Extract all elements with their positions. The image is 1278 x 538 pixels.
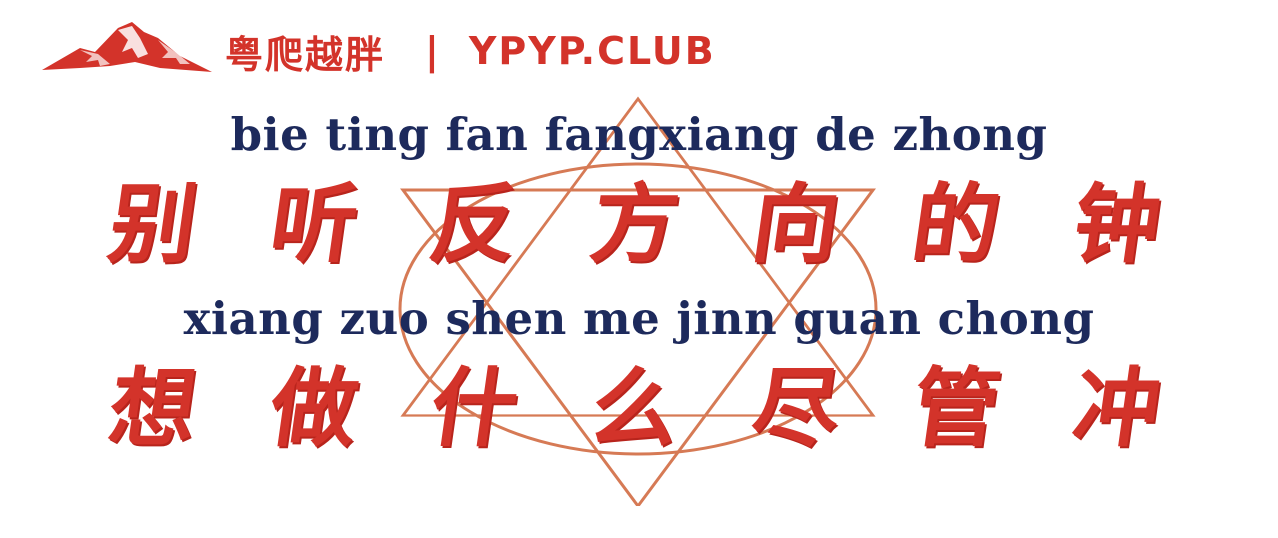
header: 粤爬越胖 | YPYP.CLUB — [225, 26, 716, 77]
hanzi-char: 向 — [745, 174, 846, 275]
hexagram-circle-emblem-icon — [398, 96, 878, 506]
site-url: YPYP.CLUB — [468, 29, 716, 73]
hanzi-char: 别 — [102, 174, 204, 275]
emblem-triangle-down — [400, 188, 876, 506]
hanzi-char: 反 — [424, 174, 525, 275]
hanzi-char: 尽 — [745, 358, 846, 459]
mountain-logo-icon — [42, 22, 212, 72]
hanzi-char: 冲 — [1066, 358, 1168, 459]
brand-name: 粤爬越胖 — [225, 32, 386, 77]
emblem-triangle-up — [400, 96, 876, 417]
hanzi-char: 的 — [906, 174, 1007, 275]
hanzi-char: 做 — [263, 358, 364, 459]
hanzi-char: 听 — [263, 174, 364, 275]
pinyin-line-1: bie ting fan fangxiang de zhong — [230, 108, 1048, 161]
emblem-circle — [398, 162, 878, 456]
pinyin-line-2: xiang zuo shen me jinn guan chong — [183, 292, 1095, 345]
hanzi-char: 想 — [102, 358, 204, 459]
hanzi-char: 钟 — [1066, 174, 1168, 275]
header-separator: | — [425, 29, 441, 73]
hanzi-char: 么 — [584, 358, 686, 459]
hanzi-line-1: 别 听 反 方 向 的 钟 — [103, 174, 1167, 275]
hanzi-char: 什 — [424, 358, 525, 459]
hanzi-line-2: 想 做 什 么 尽 管 冲 — [103, 358, 1167, 459]
hanzi-char: 管 — [906, 358, 1007, 459]
hanzi-char: 方 — [584, 174, 686, 275]
